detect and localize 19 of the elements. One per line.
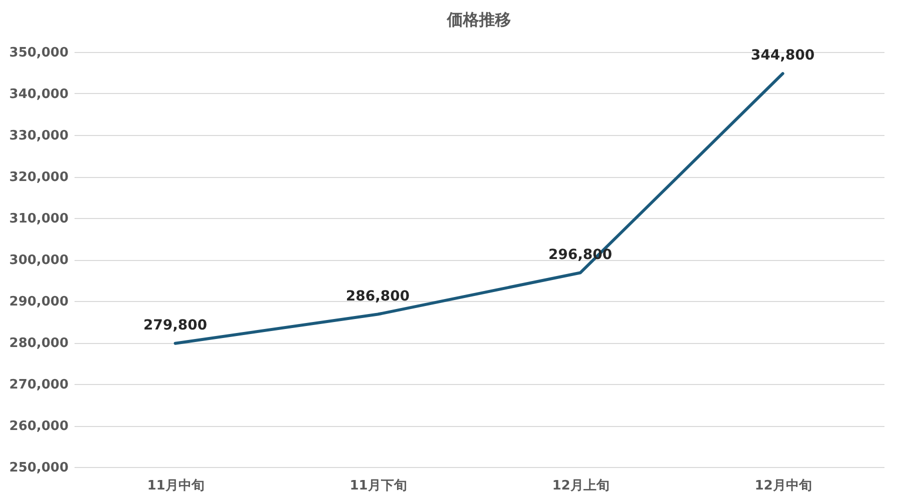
- x-tick-label: 12月中旬: [754, 478, 812, 494]
- data-label: 344,800: [750, 48, 815, 64]
- y-tick-label: 300,000: [9, 253, 68, 268]
- data-label: 279,800: [143, 317, 208, 334]
- y-tick-label: 350,000: [9, 46, 68, 60]
- y-tick-label: 250,000: [9, 460, 68, 476]
- y-tick-label: 290,000: [9, 294, 68, 310]
- x-tick-label: 11月下旬: [350, 478, 407, 494]
- y-tick-label: 340,000: [9, 87, 68, 102]
- y-tick-label: 270,000: [9, 378, 68, 392]
- y-tick-label: 320,000: [9, 170, 68, 185]
- y-tick-label: 260,000: [9, 419, 68, 434]
- data-label: 286,800: [346, 288, 410, 304]
- x-tick-label: 12月上旬: [552, 478, 610, 494]
- y-tick-label: 280,000: [9, 336, 68, 351]
- y-tick-label: 330,000: [9, 128, 68, 144]
- y-tick-label: 310,000: [9, 212, 68, 226]
- chart-title: 価格推移: [446, 10, 511, 29]
- x-tick-label: 11月中旬: [147, 478, 204, 494]
